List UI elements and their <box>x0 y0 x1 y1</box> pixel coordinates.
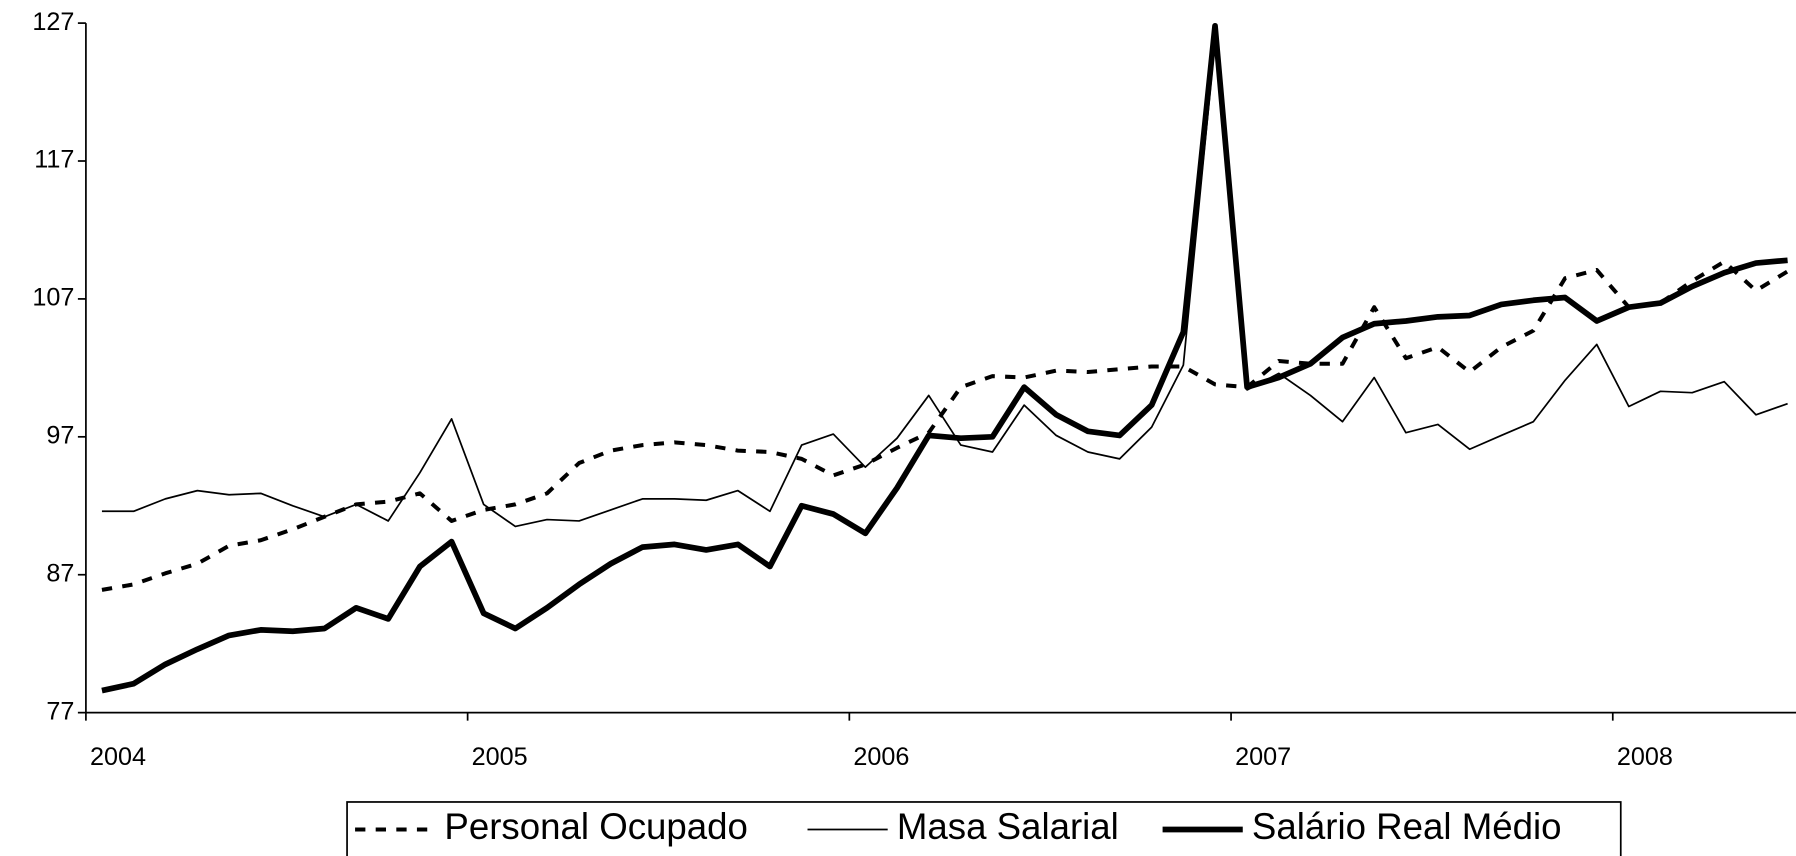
legend-box <box>346 801 1622 856</box>
y-tick-label: 107 <box>32 284 74 312</box>
x-tick-label: 2007 <box>1235 743 1291 771</box>
legend-label: Masa Salarial <box>897 806 1119 847</box>
legend-label: Salário Real Médio <box>1252 806 1562 847</box>
x-tick-label: 2006 <box>853 743 909 771</box>
y-tick-label: 87 <box>46 559 74 587</box>
series-line <box>101 40 1788 528</box>
series-line <box>101 259 1789 592</box>
x-tick-label: 2008 <box>1617 743 1673 771</box>
y-tick-label: 77 <box>46 697 74 725</box>
series-line <box>101 22 1788 694</box>
x-tick-label: 2005 <box>472 743 528 771</box>
legend-label: Personal Ocupado <box>444 806 748 847</box>
x-tick-label: 2004 <box>90 743 146 771</box>
y-tick-label: 127 <box>32 8 74 36</box>
y-tick-label: 97 <box>46 421 74 449</box>
y-tick-label: 117 <box>34 146 74 174</box>
